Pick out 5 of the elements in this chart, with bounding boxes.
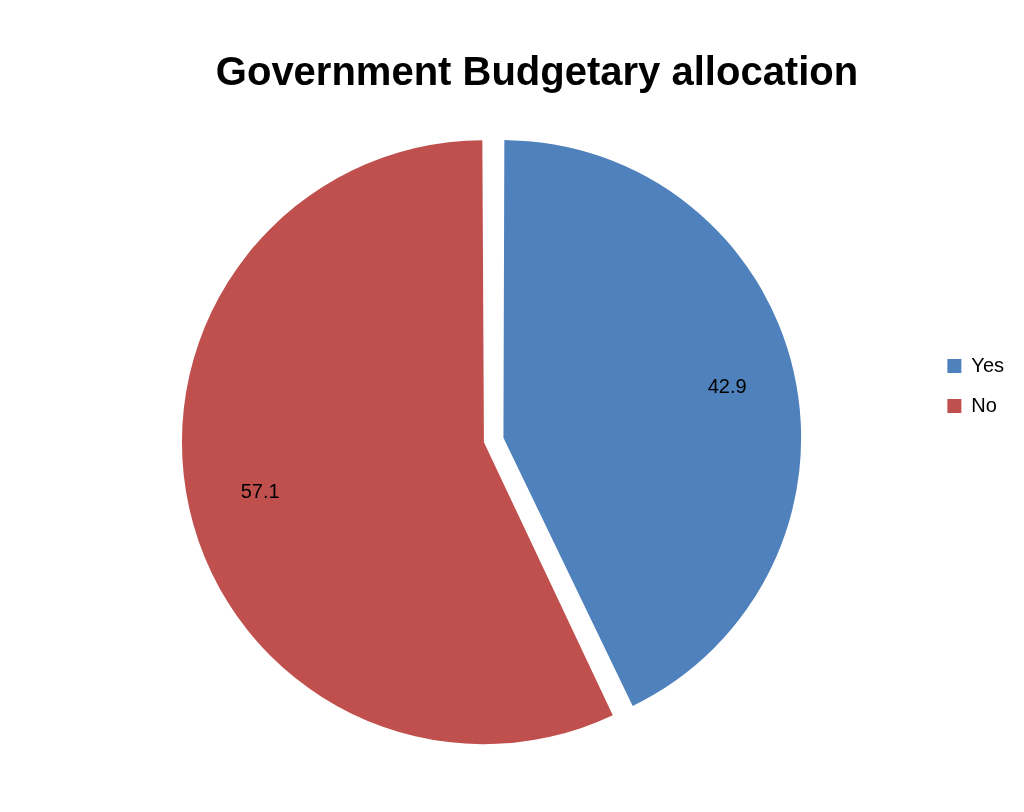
legend-label: No (971, 393, 997, 416)
legend-label: Yes (971, 353, 1005, 376)
data-label: 42.9 (707, 374, 747, 397)
data-label: 57.1 (240, 480, 280, 503)
chart-title: Government Budgetary allocation (215, 49, 859, 94)
